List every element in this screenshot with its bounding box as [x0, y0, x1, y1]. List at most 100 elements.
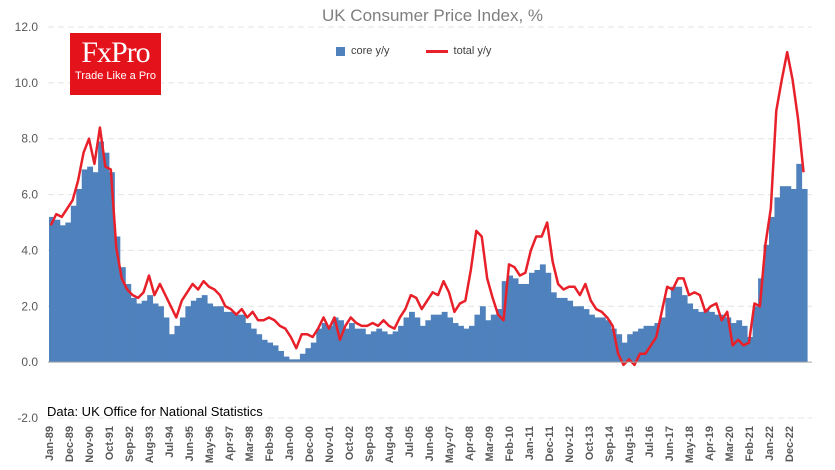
- core-bar: [419, 325, 426, 363]
- y-tick-label: 2.0: [21, 299, 38, 313]
- core-bar: [785, 186, 792, 363]
- core-bar: [572, 306, 579, 363]
- core-bar: [539, 264, 546, 363]
- legend-label-total: total y/y: [453, 45, 492, 57]
- core-bar: [441, 311, 448, 363]
- x-tick-label: Apr-08: [464, 426, 476, 461]
- x-tick-label: Oct-91: [104, 426, 116, 460]
- core-bar: [643, 325, 650, 363]
- core-bar: [212, 306, 219, 363]
- core-bar: [392, 331, 399, 363]
- core-bar: [670, 286, 677, 363]
- gridlines: [48, 26, 812, 419]
- x-tick-label: Dec-00: [304, 426, 316, 462]
- chart-title: UK Consumer Price Index, %: [321, 6, 544, 25]
- x-tick-label: Nov-12: [564, 426, 576, 463]
- core-bar: [250, 328, 257, 363]
- x-tick-label: Feb-21: [744, 426, 756, 461]
- core-bar: [130, 297, 137, 363]
- core-bar: [185, 306, 192, 363]
- core-bar: [283, 356, 290, 363]
- core-bar: [370, 331, 377, 363]
- core-bar: [114, 236, 121, 363]
- x-tick-label: Apr-19: [704, 426, 716, 461]
- core-bar: [654, 323, 661, 363]
- core-bar: [589, 314, 595, 363]
- x-tick-label: Aug-15: [624, 426, 636, 463]
- core-bar: [98, 141, 104, 363]
- core-bar: [196, 297, 203, 363]
- core-bar: [398, 325, 404, 363]
- core-bar: [261, 339, 268, 363]
- core-bar: [381, 331, 388, 363]
- core-bar: [714, 314, 721, 363]
- source-note: Data: UK Office for National Statistics: [47, 404, 263, 419]
- core-bar: [479, 306, 486, 363]
- core-bar: [692, 309, 699, 363]
- y-tick-label: 4.0: [21, 243, 38, 257]
- core-bar: [583, 309, 590, 363]
- core-bar: [436, 314, 443, 363]
- core-bar: [59, 225, 66, 363]
- core-bar: [267, 342, 274, 363]
- core-bar: [141, 300, 148, 363]
- core-bar: [289, 359, 295, 363]
- core-bar: [103, 152, 110, 363]
- core-bar: [594, 317, 601, 363]
- core-bar: [409, 311, 415, 363]
- x-tick-label: Apr-97: [224, 426, 236, 461]
- core-bar: [763, 244, 770, 363]
- core-bar: [496, 309, 503, 363]
- core-bar: [545, 272, 552, 363]
- logo-brand: FxPro: [81, 36, 150, 69]
- core-bar: [403, 317, 410, 363]
- core-bar: [703, 309, 710, 363]
- core-bar: [578, 306, 584, 363]
- core-bar: [550, 292, 557, 363]
- core-bar: [310, 342, 317, 363]
- x-tick-label: May-07: [444, 426, 456, 463]
- core-bar: [136, 303, 143, 363]
- core-bar: [534, 269, 541, 363]
- core-bar: [599, 317, 606, 363]
- x-ticks: Jan-89 Dec-89 Nov-90 Oct-91 Sep-92 Aug-93 Jul-…: [44, 425, 796, 463]
- core-bar: [278, 350, 284, 363]
- x-tick-label: May-18: [684, 426, 696, 463]
- core-bar: [163, 317, 170, 363]
- core-bar: [676, 286, 683, 363]
- core-bar: [158, 306, 164, 363]
- core-bar: [747, 337, 754, 363]
- core-bar: [54, 219, 61, 363]
- core-bar: [758, 278, 764, 363]
- x-tick-label: Feb-10: [504, 426, 516, 461]
- core-bar: [119, 267, 126, 363]
- core-bar: [327, 325, 334, 363]
- core-bar: [430, 314, 437, 363]
- x-tick-label: Dec-22: [784, 426, 796, 462]
- core-bar: [709, 311, 715, 363]
- core-bar: [152, 303, 159, 363]
- x-tick-label: Feb-99: [264, 426, 276, 461]
- core-bar: [452, 323, 459, 363]
- fxpro-logo: FxPro Trade Like a Pro: [70, 33, 161, 95]
- core-bar: [190, 300, 197, 363]
- y-tick-label: 12.0: [15, 20, 39, 34]
- core-bar: [174, 325, 181, 363]
- core-bar: [179, 317, 186, 363]
- logo-tagline: Trade Like a Pro: [75, 70, 156, 82]
- core-bar: [81, 169, 88, 363]
- core-bar: [65, 222, 72, 363]
- total-line: [49, 50, 805, 367]
- x-tick-label: Sep-92: [124, 426, 136, 462]
- core-bar: [469, 325, 475, 363]
- core-bar: [239, 314, 246, 363]
- core-bar: [229, 311, 235, 363]
- x-tick-label: Oct-13: [584, 426, 596, 460]
- core-bar: [801, 188, 808, 363]
- x-tick-label: Mar-20: [724, 426, 736, 461]
- core-bar: [332, 317, 339, 363]
- core-bar: [458, 325, 464, 363]
- core-bar: [365, 334, 372, 363]
- legend-swatch-core: [336, 46, 345, 56]
